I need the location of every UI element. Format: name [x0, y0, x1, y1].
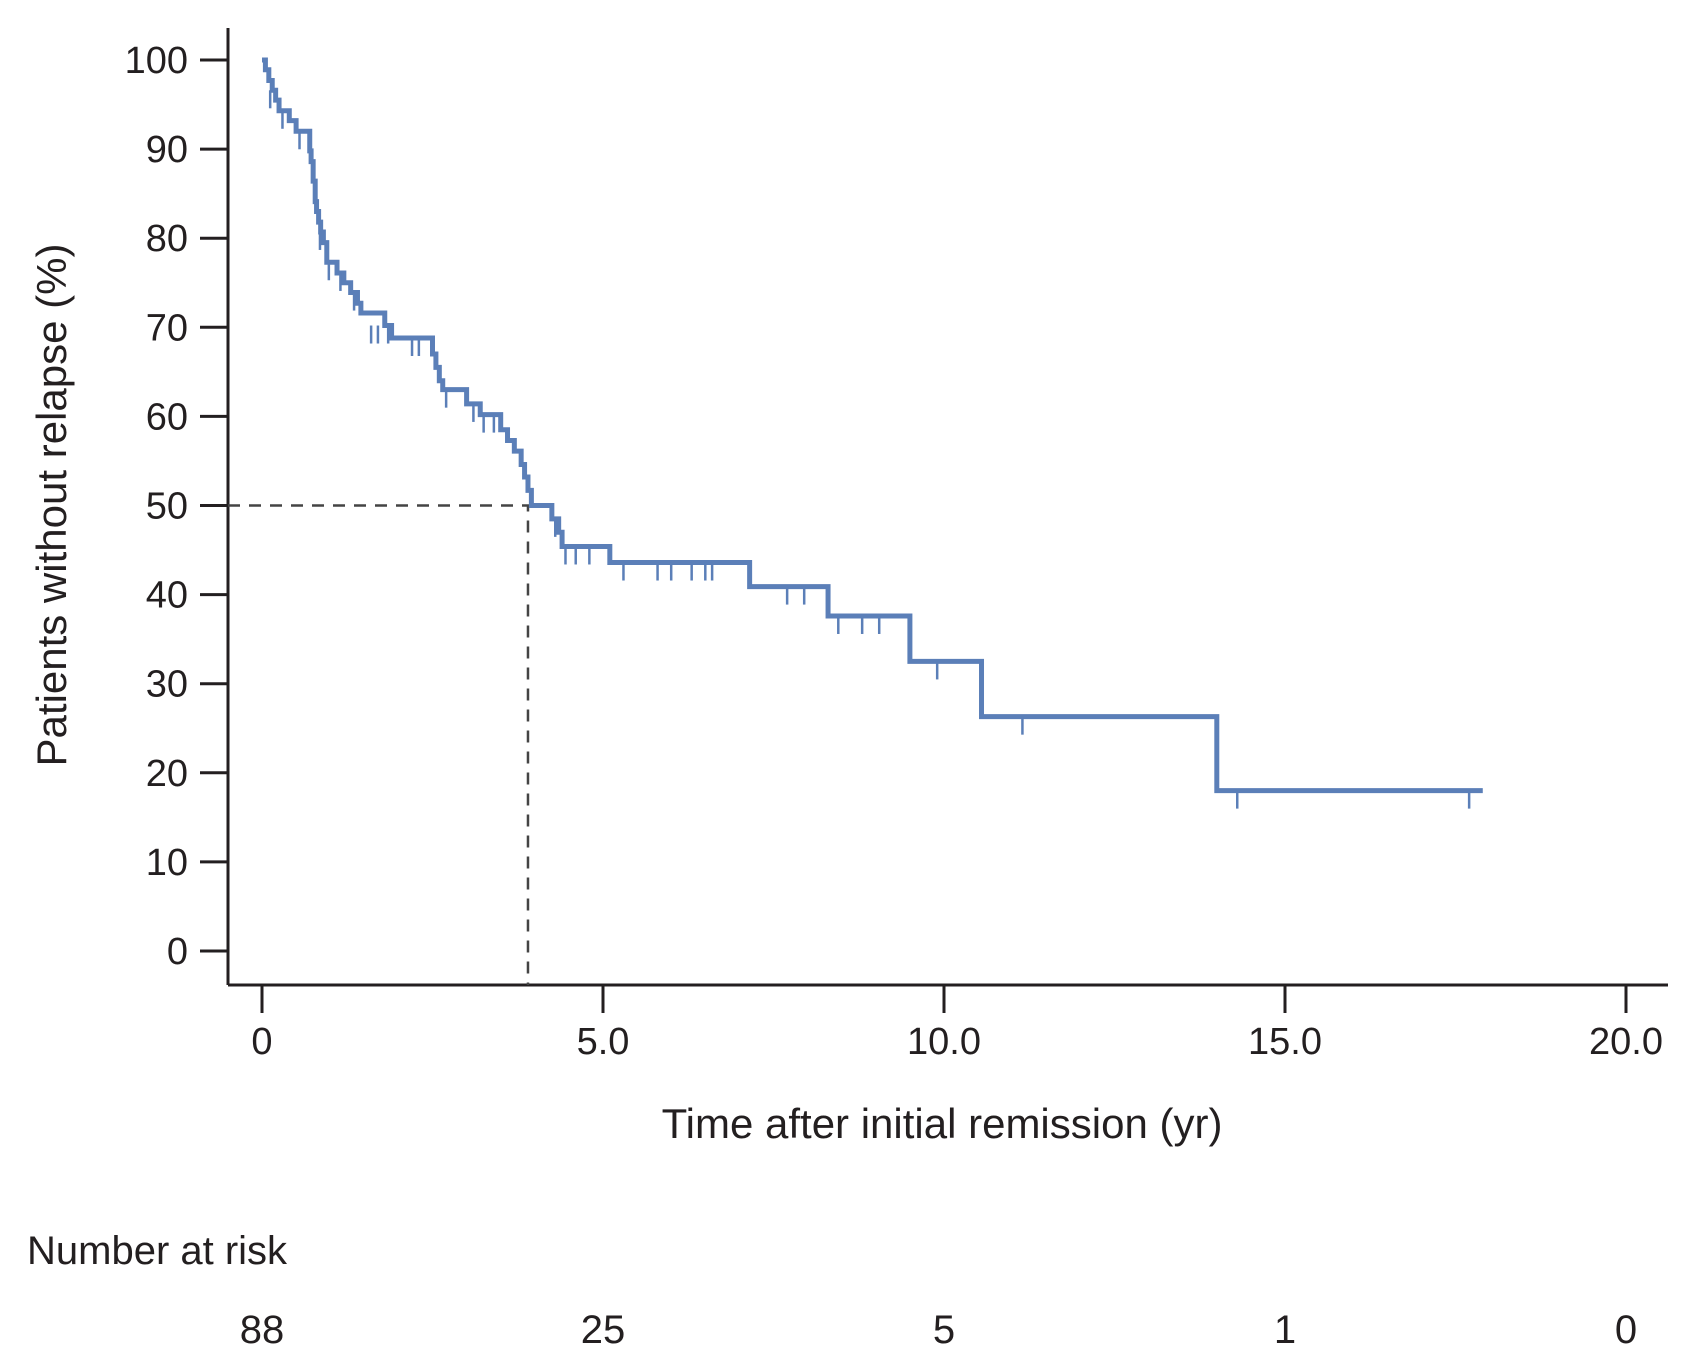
y-tick-label: 10	[146, 842, 188, 884]
number-at-risk-value: 25	[581, 1308, 626, 1352]
y-tick-label: 100	[125, 40, 188, 82]
y-axis-title: Patients without relapse (%)	[28, 244, 75, 767]
censor-marks	[268, 90, 1471, 809]
survival-curve	[262, 57, 1483, 794]
y-ticks: 0 10 20 30 40 50 60 70 80 90 100	[125, 40, 228, 973]
y-tick-label: 80	[146, 218, 188, 260]
y-tick-label: 40	[146, 575, 188, 617]
number-at-risk-value: 88	[240, 1308, 285, 1352]
y-tick-label: 30	[146, 664, 188, 706]
x-tick-label: 5.0	[577, 1021, 630, 1063]
x-ticks: 0 5.0 10.0 15.0 20.0	[251, 985, 1663, 1063]
x-tick-label: 0	[251, 1021, 272, 1063]
x-tick-label: 10.0	[907, 1021, 981, 1063]
number-at-risk-value: 0	[1615, 1308, 1637, 1352]
y-tick-label: 20	[146, 753, 188, 795]
x-tick-label: 15.0	[1248, 1021, 1322, 1063]
number-at-risk-values: 88 25 5 1 0	[240, 1308, 1637, 1352]
number-at-risk-label: Number at risk	[27, 1229, 288, 1273]
y-tick-label: 0	[167, 931, 188, 973]
y-tick-label: 70	[146, 307, 188, 349]
y-tick-label: 50	[146, 486, 188, 528]
median-dashed-line	[228, 504, 530, 985]
x-axis-title: Time after initial remission (yr)	[662, 1100, 1223, 1147]
number-at-risk-value: 1	[1274, 1308, 1296, 1352]
y-tick-label: 90	[146, 129, 188, 171]
y-tick-label: 60	[146, 396, 188, 438]
x-tick-label: 20.0	[1589, 1021, 1663, 1063]
number-at-risk-value: 5	[933, 1308, 955, 1352]
